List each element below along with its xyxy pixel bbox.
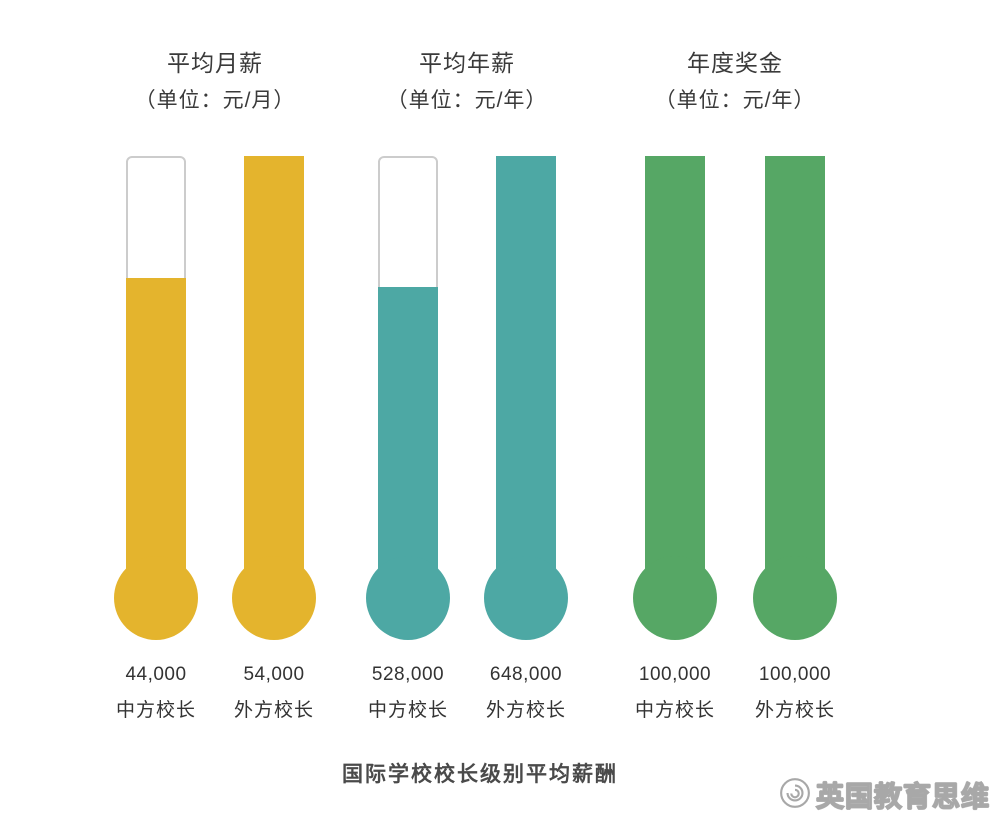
thermometer-tube: [765, 156, 825, 598]
watermark-text: 英国教育思维: [815, 780, 990, 812]
group-title: 年度奖金: [687, 50, 783, 76]
bars-row: 100,000 中方校长 100,000 外方校长: [633, 156, 837, 722]
bar-value: 528,000: [371, 664, 445, 685]
bar-label: 外方校长: [486, 700, 567, 721]
bar-label: 中方校长: [635, 700, 716, 721]
thermometer-fill: [244, 156, 304, 598]
thermometer-bar: [753, 156, 837, 640]
thermometer-tube: [378, 156, 438, 598]
bar-chinese-principal: 44,000 中方校长: [114, 156, 198, 722]
bar-foreign-principal: 54,000 外方校长: [232, 156, 316, 722]
bar-foreign-principal: 648,000 外方校长: [484, 156, 568, 722]
bars-row: 528,000 中方校长 648,000 外方校长: [366, 156, 568, 722]
thermometer-tube: [126, 156, 186, 598]
thermometer-bar: [114, 156, 198, 640]
watermark-logo-icon: [779, 777, 811, 814]
bar-value: 54,000: [243, 664, 305, 685]
thermometer-fill: [378, 287, 438, 598]
thermometer-bar: [633, 156, 717, 640]
thermometer-bulb: [633, 556, 717, 640]
chart-title: 国际学校校长级别平均薪酬: [342, 763, 618, 786]
thermometer-bar: [366, 156, 450, 640]
thermometer-bulb: [366, 556, 450, 640]
bar-value: 44,000: [125, 664, 187, 685]
group-unit: （单位：元/月）: [134, 89, 296, 112]
thermometer-tube: [244, 156, 304, 598]
thermometer-fill: [496, 156, 556, 598]
bar-chinese-principal: 528,000 中方校长: [366, 156, 450, 722]
group-annual-salary: 平均年薪 （单位：元/年） 528,000 中方校长: [348, 48, 586, 722]
group-annual-bonus: 年度奖金 （单位：元/年） 100,000 中方校长: [615, 48, 855, 722]
bar-label: 外方校长: [234, 700, 315, 721]
group-title: 平均年薪: [419, 50, 515, 76]
group-title: 平均月薪: [167, 50, 263, 76]
thermometer-fill: [645, 156, 705, 598]
bar-value: 100,000: [638, 664, 712, 685]
bar-label: 外方校长: [755, 700, 836, 721]
thermometer-bar: [484, 156, 568, 640]
thermometer-tube: [496, 156, 556, 598]
group-unit: （单位：元/年）: [654, 89, 816, 112]
bar-value: 648,000: [489, 664, 563, 685]
group-monthly-salary: 平均月薪 （单位：元/月） 44,000 中方校长: [95, 48, 335, 722]
group-unit: （单位：元/年）: [386, 89, 548, 112]
thermometer-fill: [126, 278, 186, 598]
thermometer-bar: [232, 156, 316, 640]
thermometer-bulb: [753, 556, 837, 640]
bar-foreign-principal: 100,000 外方校长: [753, 156, 837, 722]
watermark: 英国教育思维: [779, 775, 990, 815]
bars-row: 44,000 中方校长 54,000 外方校长: [114, 156, 316, 722]
thermometer-bulb: [114, 556, 198, 640]
bar-label: 中方校长: [116, 700, 197, 721]
bar-chinese-principal: 100,000 中方校长: [633, 156, 717, 722]
bar-value: 100,000: [758, 664, 832, 685]
thermometer-bulb: [232, 556, 316, 640]
thermometer-tube: [645, 156, 705, 598]
thermometer-bulb: [484, 556, 568, 640]
thermometer-fill: [765, 156, 825, 598]
bar-label: 中方校长: [368, 700, 449, 721]
